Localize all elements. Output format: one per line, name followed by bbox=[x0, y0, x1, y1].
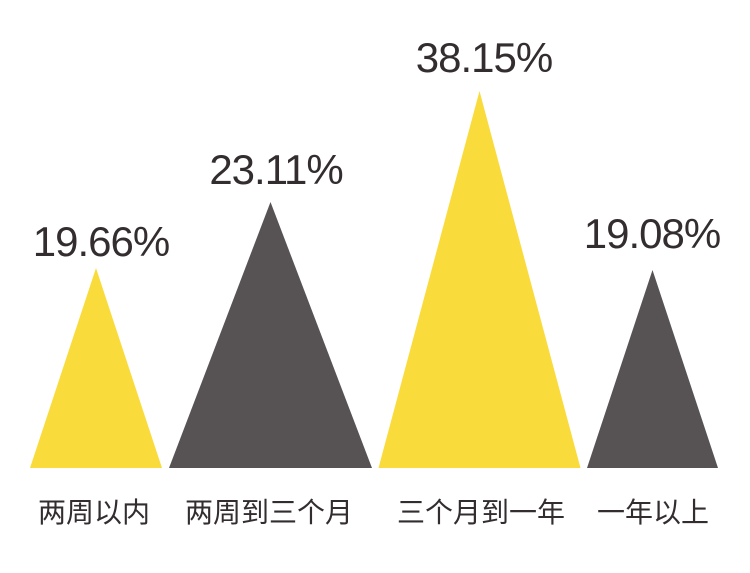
value-label: 38.15% bbox=[416, 34, 552, 81]
triangle-bar bbox=[587, 270, 718, 468]
triangle-bar bbox=[169, 202, 372, 468]
value-label: 19.66% bbox=[33, 218, 169, 265]
category-label: 两周到三个月 bbox=[185, 497, 353, 528]
category-label: 两周以内 bbox=[38, 497, 150, 528]
triangle-bar bbox=[378, 91, 581, 468]
triangle-bar bbox=[30, 268, 162, 468]
category-label: 一年以上 bbox=[597, 497, 709, 528]
value-label: 23.11% bbox=[209, 146, 342, 193]
category-label: 三个月到一年 bbox=[397, 497, 565, 528]
value-label: 19.08% bbox=[584, 210, 720, 257]
